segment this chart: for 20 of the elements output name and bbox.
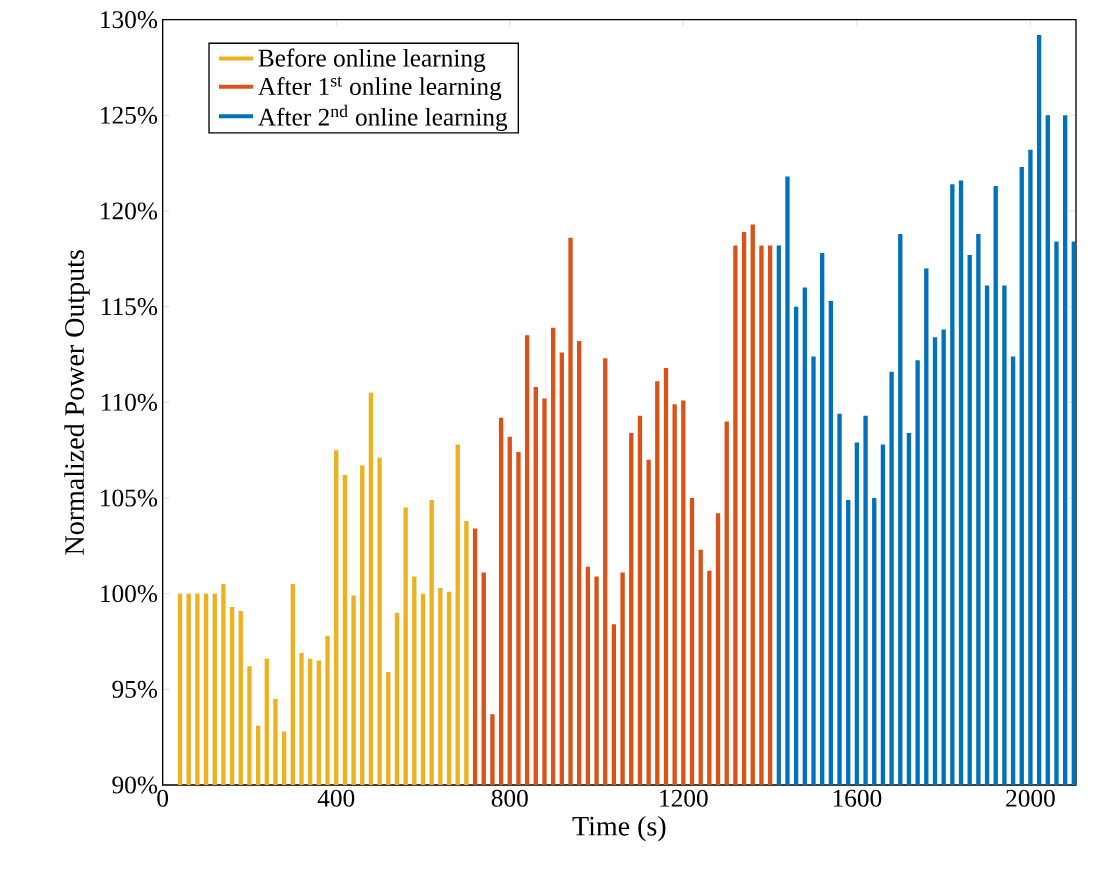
legend-label: Before online learning (258, 48, 486, 72)
y-tick-label: 100% (101, 585, 158, 603)
y-tick-label: 110% (102, 393, 158, 411)
y-tick-label: 90% (112, 776, 158, 794)
x-tick-label: 800 (491, 789, 528, 807)
y-tick-label: 115% (102, 298, 158, 316)
y-tick-label: 120% (101, 202, 158, 220)
y-tick-label: 95% (112, 680, 158, 698)
legend-label: After 1$^{st}$ online learning (258, 76, 502, 101)
y-tick-label: 105% (101, 489, 158, 507)
y-axis-title: Normalized Power Outputs (64, 250, 90, 555)
legend-label: After 2$^{nd}$ online learning (258, 104, 508, 131)
y-tick-label: 125% (101, 106, 158, 124)
x-tick-label: 1200 (660, 789, 708, 807)
x-tick-label: 400 (317, 789, 355, 807)
x-axis-title: Time (s) (572, 815, 666, 842)
y-tick-label: 130% (101, 11, 158, 29)
x-tick-label: 2000 (1006, 789, 1055, 807)
x-tick-label: 1600 (833, 789, 882, 807)
x-tick-label: 0 (157, 789, 169, 807)
